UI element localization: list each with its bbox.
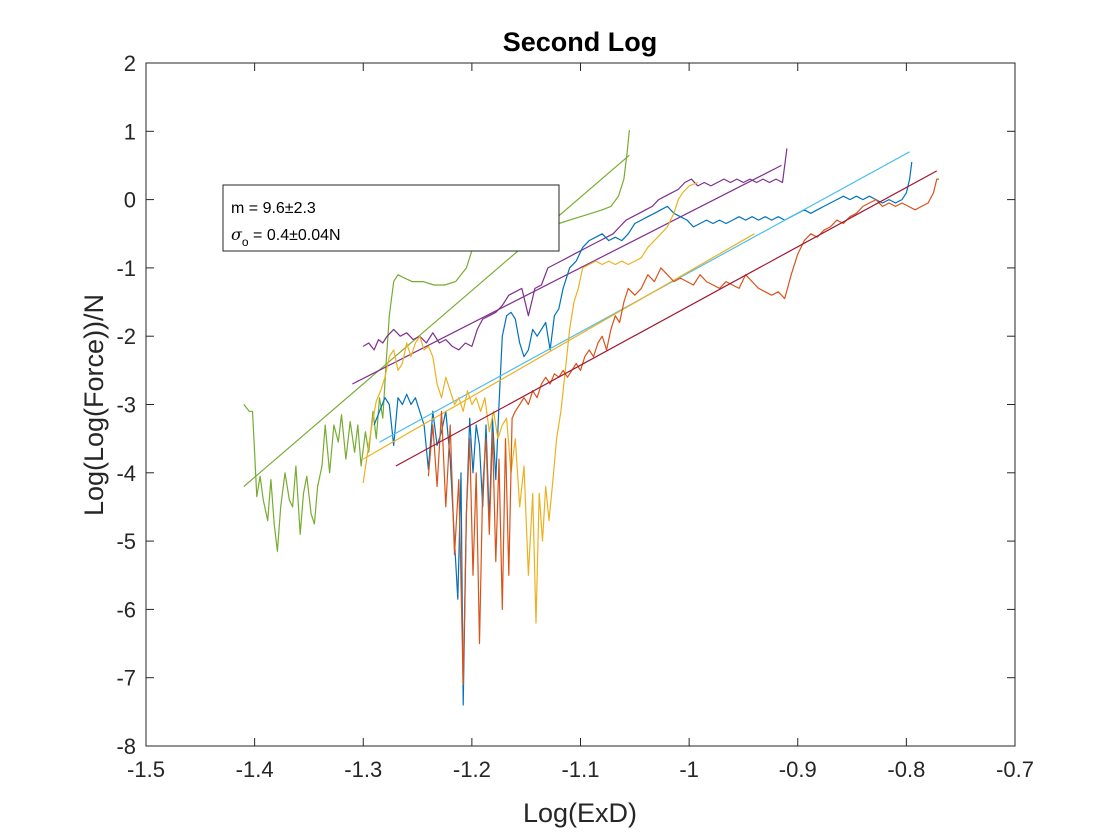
x-tick-label: -1.5 bbox=[127, 757, 165, 782]
x-tick-label: -1.1 bbox=[562, 757, 600, 782]
y-tick-label: -5 bbox=[116, 529, 136, 554]
y-tick-label: -7 bbox=[116, 666, 136, 691]
y-tick-label: -4 bbox=[116, 461, 136, 486]
annotation-line-sigma: σo = 0.4±0.04N bbox=[231, 225, 341, 249]
y-tick-label: -8 bbox=[116, 734, 136, 759]
y-axis-label: Log(Log(Force))/N bbox=[79, 294, 109, 516]
y-tick-label: -6 bbox=[116, 597, 136, 622]
y-tick-label: 2 bbox=[124, 51, 136, 76]
fit-line-1 bbox=[243, 154, 630, 487]
data-series-6 bbox=[362, 181, 699, 624]
y-tick-label: -3 bbox=[116, 393, 136, 418]
y-tick-label: 1 bbox=[124, 119, 136, 144]
series-layer bbox=[243, 129, 939, 706]
chart-title: Second Log bbox=[503, 27, 658, 57]
y-tick-label: -1 bbox=[116, 256, 136, 281]
x-tick-label: -1.4 bbox=[236, 757, 274, 782]
annotation-line-slope: m = 9.6±2.3 bbox=[231, 200, 316, 217]
data-series-8 bbox=[427, 178, 939, 686]
ticks-layer: -1.5 -1.4 -1.3 -1.2 -1.1 -1 -0.9 -0.8 -0.7 -8 -7 -6… bbox=[116, 51, 1034, 782]
x-tick-label: -0.7 bbox=[996, 757, 1034, 782]
fit-line-7 bbox=[362, 233, 755, 460]
annotation-frame bbox=[222, 184, 560, 252]
x-tick-label: -0.9 bbox=[779, 757, 817, 782]
fit-line-9 bbox=[395, 170, 938, 467]
sigma-value: = 0.4±0.04N bbox=[249, 227, 341, 244]
annotation-box: m = 9.6±2.3 σo = 0.4±0.04N bbox=[222, 184, 560, 252]
x-tick-label: -0.8 bbox=[887, 757, 925, 782]
sigma-symbol: σ bbox=[231, 225, 243, 244]
x-tick-label: -1.3 bbox=[344, 757, 382, 782]
data-series-2 bbox=[362, 148, 788, 351]
plot-area bbox=[146, 63, 1015, 746]
x-tick-label: -1 bbox=[679, 757, 699, 782]
sigma-subscript: o bbox=[242, 235, 249, 249]
y-tick-label: -2 bbox=[116, 324, 136, 349]
x-axis-label: Log(ExD) bbox=[523, 798, 637, 828]
x-tick-label: -1.2 bbox=[453, 757, 491, 782]
y-tick-label: 0 bbox=[124, 188, 136, 213]
data-series-4 bbox=[373, 161, 913, 706]
